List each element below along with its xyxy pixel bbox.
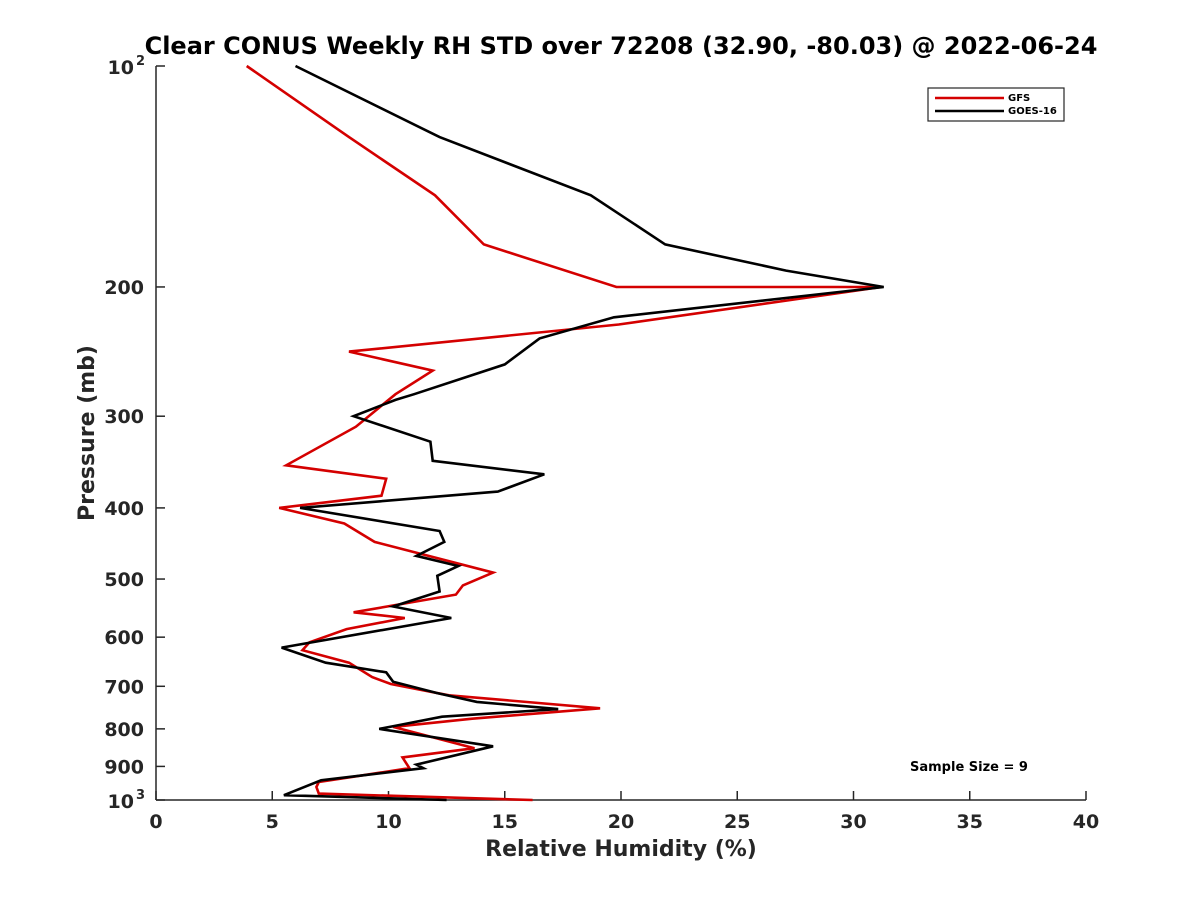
- y-axis-label: Pressure (mb): [75, 345, 100, 521]
- y-tick-exponent: 2: [136, 54, 145, 69]
- x-ticks: 0 5 10 15 20 25 30 35 40: [149, 791, 1099, 833]
- x-tick-label: 25: [724, 811, 750, 833]
- y-tick-label: 10: [108, 791, 134, 813]
- y-tick-label: 900: [104, 756, 144, 778]
- x-tick-label: 40: [1073, 811, 1099, 833]
- y-tick-label: 400: [104, 498, 144, 520]
- x-tick-label: 35: [957, 811, 983, 833]
- y-tick-label: 300: [104, 406, 144, 428]
- series-line-goes16: [281, 64, 884, 802]
- y-tick-label: 10: [108, 57, 134, 79]
- y-tick-exponent: 3: [136, 788, 145, 803]
- x-axis-label: Relative Humidity (%): [485, 837, 757, 862]
- series-line-gfs: [245, 64, 882, 802]
- x-tick-label: 15: [492, 811, 518, 833]
- x-tick-label: 0: [149, 811, 162, 833]
- x-tick-label: 5: [266, 811, 279, 833]
- legend-label-goes16: GOES-16: [1008, 106, 1057, 117]
- x-tick-label: 20: [608, 811, 634, 833]
- legend-label-gfs: GFS: [1008, 93, 1030, 104]
- sample-size-annotation: Sample Size = 9: [910, 760, 1028, 775]
- legend-box: [927, 87, 1065, 122]
- series-layer: [245, 64, 884, 802]
- y-tick-label: 500: [104, 569, 144, 591]
- legend: GFS GOES-16: [927, 87, 1065, 122]
- chart-title: Clear CONUS Weekly RH STD over 72208 (32…: [145, 32, 1098, 60]
- y-tick-label: 600: [104, 627, 144, 649]
- y-tick-label: 700: [104, 676, 144, 698]
- x-tick-label: 10: [375, 811, 401, 833]
- x-tick-label: 30: [840, 811, 866, 833]
- y-tick-label: 800: [104, 719, 144, 741]
- axes: [155, 66, 1086, 801]
- y-tick-label: 200: [104, 277, 144, 299]
